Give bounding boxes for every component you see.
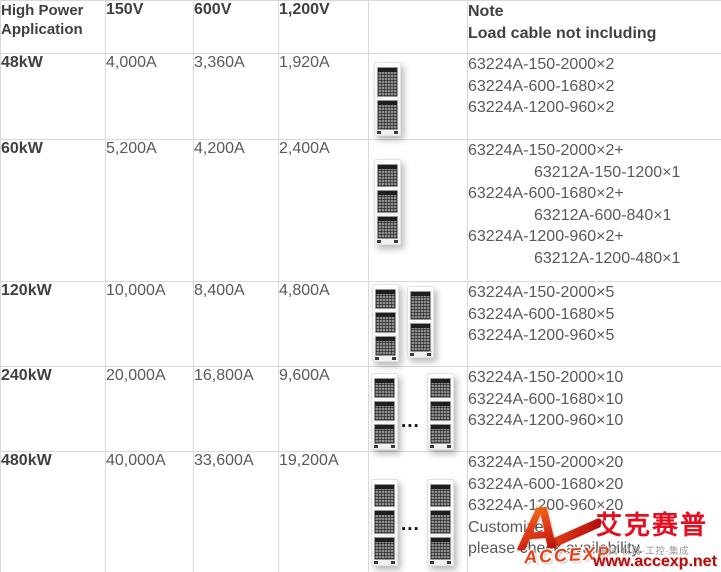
table-row-480kw: 480kW 40,000A 33,600A 19,200A ... (0, 451, 721, 572)
load-module-image (377, 100, 398, 130)
table-header-row: High Power Application 150V 600V 1,200V … (0, 0, 721, 54)
load-module-image (430, 536, 451, 560)
load-rack-image (427, 479, 454, 566)
load-module-image (377, 164, 398, 187)
load-module-image (375, 335, 396, 356)
model-number: 63224A-600-1680×5 (468, 305, 615, 323)
load-module-image (410, 291, 431, 320)
table-row-48kw: 48kW 4,000A 3,360A 1,920A 63224A-150-200… (0, 53, 721, 140)
header-600v: 600V (193, 0, 279, 54)
note-cell: 63224A-150-2000×2+ 63212A-150-1200×1 632… (467, 139, 721, 282)
current-600v: 8,400A (193, 281, 279, 367)
table-row-240kw: 240kW 20,000A 16,800A 9,600A ... (0, 366, 721, 452)
model-number: 63224A-150-2000×5 (468, 284, 615, 301)
current-1200v: 2,400A (278, 139, 369, 282)
note-header-title: Note (468, 3, 504, 20)
load-rack-image (372, 284, 399, 362)
model-number: 63224A-1200-960×10 (468, 412, 624, 429)
model-number: 63224A-150-2000×10 (468, 369, 624, 386)
load-module-image (374, 536, 395, 560)
note-header-subtitle: Load cable not including (468, 25, 657, 42)
customize-note: Customize, (468, 518, 549, 536)
load-module-image (430, 510, 451, 534)
load-module-image (375, 289, 396, 310)
model-number: 63224A-150-2000×2 (468, 56, 615, 73)
current-150v: 5,200A (105, 139, 194, 282)
model-number: 63224A-600-1680×20 (468, 475, 624, 493)
current-150v: 4,000A (105, 53, 194, 140)
model-number: 63224A-150-2000×2+ (468, 142, 624, 159)
load-module-image (377, 216, 398, 239)
current-1200v: 4,800A (278, 281, 369, 367)
header-application: High Power Application (0, 0, 106, 54)
current-150v: 20,000A (105, 366, 194, 452)
current-600v: 16,800A (193, 366, 279, 452)
note-cell: 63224A-150-2000×5 63224A-600-1680×5 6322… (467, 281, 721, 367)
power-label: 480kW (0, 451, 106, 572)
more-racks-ellipsis: ... (401, 514, 420, 535)
table-row-120kw: 120kW 10,000A 8,400A 4,800A 63 (0, 281, 721, 367)
current-150v: 40,000A (105, 451, 194, 572)
load-rack-image (371, 373, 398, 450)
load-module-image (374, 424, 395, 444)
current-600v: 3,360A (193, 53, 279, 140)
current-150v: 10,000A (105, 281, 194, 367)
load-rack-image (407, 286, 434, 358)
current-1200v: 19,200A (278, 451, 369, 572)
current-600v: 33,600A (193, 451, 279, 572)
load-rack-image (374, 62, 401, 136)
load-module-image (374, 484, 395, 508)
power-label: 240kW (0, 366, 106, 452)
load-module-image (374, 510, 395, 534)
model-number: 63224A-600-1680×10 (468, 390, 624, 408)
header-150v: 150V (105, 0, 194, 54)
current-1200v: 1,920A (278, 53, 369, 140)
load-module-image (374, 401, 395, 421)
header-image-column (368, 0, 468, 54)
power-label: 48kW (0, 53, 106, 140)
more-racks-ellipsis: ... (401, 411, 420, 432)
model-number: 63224A-1200-960×20 (468, 497, 624, 514)
model-number: 63224A-150-2000×20 (468, 454, 624, 471)
load-module-image (430, 401, 451, 421)
model-number: 63224A-1200-960×5 (468, 327, 615, 344)
load-module-image (430, 378, 451, 398)
current-1200v: 9,600A (278, 366, 369, 452)
model-number: 63224A-600-1680×2+ (468, 185, 624, 202)
load-module-image (410, 323, 431, 352)
load-rack-image (371, 479, 398, 566)
table-row-60kw: 60kW 5,200A 4,200A 2,400A 63224A-150-200… (0, 139, 721, 282)
model-number: 63212A-150-1200×1 (534, 163, 681, 181)
model-number: 63224A-1200-960×2+ (468, 228, 624, 245)
load-module-image (375, 312, 396, 333)
load-module-image (374, 378, 395, 398)
header-note: Note Load cable not including (467, 0, 721, 54)
model-number: 63224A-600-1680×2 (468, 77, 615, 95)
availability-note: please check availability. (468, 540, 643, 557)
load-rack-image (427, 373, 454, 450)
power-label: 60kW (0, 139, 106, 282)
model-number: 63224A-1200-960×2 (468, 99, 615, 116)
rack-image-cell (368, 281, 468, 367)
rack-image-cell (368, 139, 468, 282)
rack-image-cell: ... (368, 366, 468, 452)
model-number: 63212A-600-840×1 (534, 206, 672, 224)
load-rack-image (374, 159, 401, 245)
header-1200v: 1,200V (278, 0, 369, 54)
note-cell: 63224A-150-2000×10 63224A-600-1680×10 63… (467, 366, 721, 452)
rack-image-cell (368, 53, 468, 140)
rack-image-cell: ... (368, 451, 468, 572)
load-module-image (377, 190, 398, 213)
model-number: 63212A-1200-480×1 (534, 249, 681, 267)
load-module-image (377, 67, 398, 97)
load-module-image (430, 424, 451, 444)
power-label: 120kW (0, 281, 106, 367)
note-cell: 63224A-150-2000×20 63224A-600-1680×20 63… (467, 451, 721, 572)
current-600v: 4,200A (193, 139, 279, 282)
note-cell: 63224A-150-2000×2 63224A-600-1680×2 6322… (467, 53, 721, 140)
load-module-image (430, 484, 451, 508)
